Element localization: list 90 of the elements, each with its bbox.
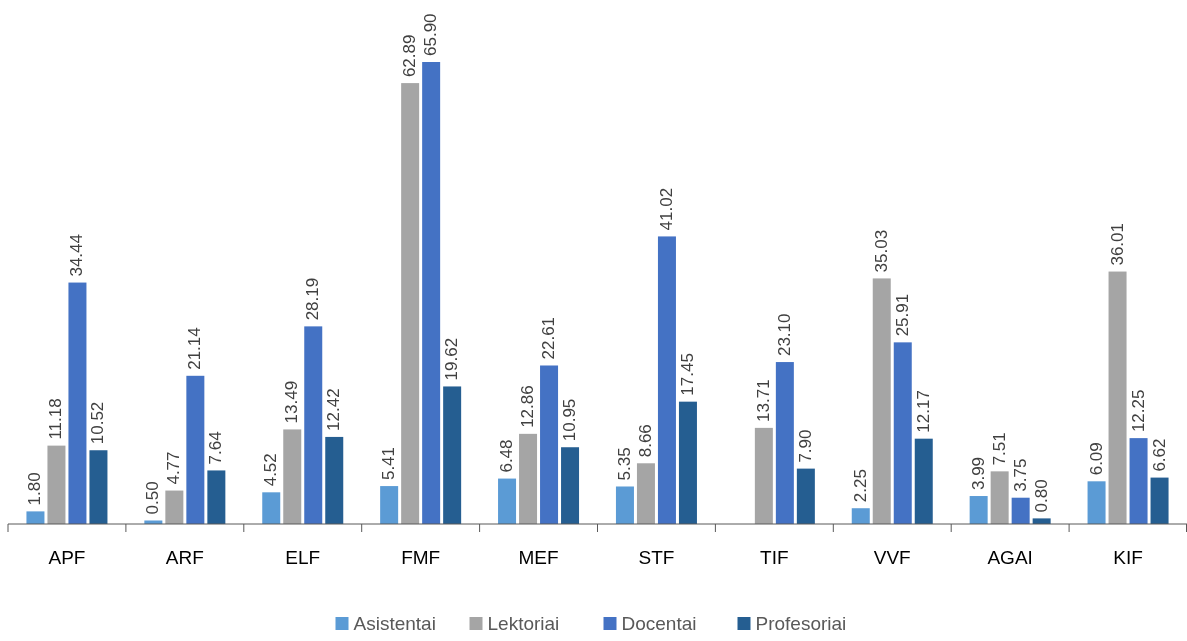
- bar: [990, 471, 1009, 524]
- bar: [796, 468, 815, 524]
- bar: [1108, 271, 1127, 524]
- bar: [401, 83, 420, 524]
- bar: [89, 450, 108, 524]
- data-label: 11.18: [46, 398, 66, 440]
- x-tick-label: FMF: [401, 547, 441, 568]
- data-label: 7.90: [795, 429, 815, 463]
- bar: [186, 375, 205, 524]
- data-label: 6.09: [1086, 442, 1106, 476]
- bar: [283, 429, 302, 524]
- data-label: 28.19: [303, 277, 323, 321]
- data-label: 10.52: [88, 401, 108, 445]
- bar: [1150, 477, 1169, 524]
- data-label: 13.49: [282, 380, 302, 424]
- x-tick-label: APF: [48, 547, 86, 568]
- bar: [325, 436, 344, 524]
- data-label: 34.44: [67, 234, 87, 277]
- bar: [893, 342, 912, 524]
- x-tick-label: KIF: [1113, 547, 1143, 568]
- bar: [615, 486, 634, 524]
- data-label: 2.25: [850, 469, 870, 503]
- bar: [678, 401, 697, 524]
- data-label: 8.66: [635, 424, 655, 458]
- legend-label: Docentai: [621, 613, 697, 634]
- bar: [657, 236, 676, 524]
- data-label: 41.02: [656, 187, 676, 231]
- data-label: 0.80: [1031, 479, 1051, 513]
- bar: [561, 447, 580, 524]
- bar: [68, 282, 87, 524]
- data-label: 23.10: [774, 313, 794, 357]
- bar: [262, 492, 281, 524]
- data-label: 12.25: [1128, 389, 1148, 433]
- data-label: 6.62: [1149, 438, 1169, 472]
- bar: [380, 486, 399, 524]
- data-label: 3.75: [1010, 458, 1030, 492]
- bar: [47, 445, 66, 524]
- data-label: 36.01: [1107, 223, 1127, 266]
- data-label: 4.77: [164, 451, 184, 485]
- data-label: 0.50: [143, 481, 163, 515]
- bar: [165, 490, 184, 524]
- data-label: 13.71: [753, 379, 773, 422]
- legend-label: Asistentai: [353, 613, 436, 634]
- data-label: 25.91: [892, 293, 912, 337]
- x-tick-label: ELF: [285, 547, 321, 568]
- x-tick-label: ARF: [165, 547, 204, 568]
- data-label: 3.99: [968, 456, 988, 491]
- x-tick-label: STF: [638, 547, 675, 568]
- bar: [1011, 497, 1030, 524]
- bar: [498, 478, 517, 524]
- data-label: 17.45: [677, 353, 697, 396]
- bar: [914, 438, 933, 524]
- data-label: 4.52: [261, 453, 281, 487]
- bar: [636, 463, 655, 524]
- data-label: 21.14: [185, 327, 205, 370]
- data-label: 12.86: [518, 385, 538, 428]
- bar: [872, 278, 891, 524]
- legend-label: Lektoriai: [487, 613, 560, 634]
- bar: [422, 62, 441, 524]
- data-label: 12.17: [913, 390, 933, 433]
- data-label: 10.95: [560, 398, 580, 442]
- data-label: 65.90: [421, 13, 441, 56]
- legend-label: Profesoriai: [755, 613, 847, 634]
- bar: [1087, 481, 1106, 524]
- data-label: 62.89: [400, 34, 420, 78]
- data-label: 7.64: [206, 431, 226, 465]
- bar: [519, 433, 538, 524]
- data-label: 12.42: [324, 388, 344, 431]
- bar: [207, 470, 226, 524]
- x-tick-label: TIF: [760, 547, 789, 568]
- bar: [304, 326, 323, 524]
- x-tick-label: AGAI: [987, 547, 1033, 568]
- bar: [540, 365, 559, 524]
- data-label: 7.51: [989, 432, 1009, 466]
- x-tick-label: VVF: [873, 547, 911, 568]
- bar: [1129, 438, 1148, 524]
- data-label: 19.62: [442, 337, 462, 381]
- bar: [775, 362, 794, 524]
- bar: [851, 508, 870, 524]
- bar: [443, 386, 462, 524]
- x-tick-label: MEF: [518, 547, 559, 568]
- data-label: 35.03: [871, 229, 891, 273]
- bar: [26, 511, 45, 524]
- bar: [754, 427, 773, 524]
- data-label: 22.61: [539, 316, 559, 360]
- data-label: 6.48: [497, 439, 517, 473]
- data-label: 5.41: [379, 446, 399, 481]
- bar: [969, 496, 988, 524]
- data-label: 5.35: [614, 447, 634, 481]
- data-label: 1.80: [25, 472, 45, 506]
